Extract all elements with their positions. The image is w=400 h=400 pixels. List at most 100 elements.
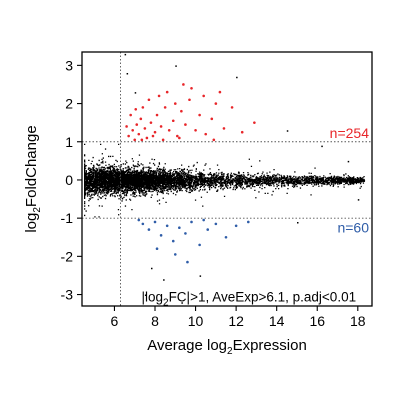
y-axis-title-pre: log <box>23 213 40 233</box>
up-point <box>253 121 256 124</box>
down-point <box>137 218 141 222</box>
down-point <box>224 235 228 239</box>
up-point <box>145 136 149 140</box>
up-point <box>171 119 175 123</box>
up-point <box>129 113 132 117</box>
up-point <box>157 94 161 98</box>
up-point <box>141 106 145 109</box>
threshold-annotation: |log2FC|>1, AveExp>6.1, p.adj<0.01 <box>141 289 356 308</box>
up-point <box>127 134 130 138</box>
down-point <box>198 243 201 247</box>
up-point <box>140 138 144 142</box>
annotation-part-1: |log <box>141 289 163 304</box>
x-axis-title-pre: Average log <box>147 337 227 354</box>
down-point <box>153 220 157 224</box>
up-point <box>182 83 185 86</box>
x-tick-label: 16 <box>309 313 325 329</box>
down-point <box>214 222 218 226</box>
up-point <box>167 129 171 132</box>
up-point <box>159 125 163 128</box>
up-point <box>163 106 167 109</box>
up-point <box>125 125 128 128</box>
x-tick-label: 14 <box>269 313 285 329</box>
down-point <box>190 220 193 224</box>
up-count-label: n=254 <box>330 125 370 141</box>
down-point <box>155 247 159 251</box>
down-point <box>202 218 205 222</box>
y-tick-label: 1 <box>65 134 73 150</box>
up-point <box>218 90 222 94</box>
reference-lines <box>82 52 372 306</box>
plot-frame <box>81 51 373 307</box>
up-point <box>135 123 139 126</box>
up-point <box>184 123 187 126</box>
down-point <box>159 234 163 237</box>
y-axis-title-sub: 2 <box>32 207 43 213</box>
up-point <box>176 134 179 138</box>
y-axis-title: log2FoldChange <box>23 125 43 232</box>
down-point <box>246 220 250 224</box>
down-point <box>234 224 238 228</box>
down-point <box>147 228 151 231</box>
up-point <box>190 86 193 90</box>
background-point-cloud <box>84 53 366 304</box>
down-point <box>178 226 181 229</box>
down-point <box>141 222 145 226</box>
y-axis-ticks: -3 -2 -1 0 1 2 3 <box>61 57 82 303</box>
x-tick-label: 12 <box>228 313 244 329</box>
up-point <box>133 138 137 142</box>
up-point <box>230 106 234 109</box>
down-point <box>184 232 187 235</box>
up-point <box>198 113 201 117</box>
up-point <box>161 138 165 142</box>
up-point <box>202 94 205 98</box>
up-point <box>149 121 153 124</box>
up-point <box>194 129 197 132</box>
up-point <box>240 130 244 134</box>
up-point <box>188 98 191 102</box>
up-point <box>153 130 157 134</box>
highlighted-points <box>125 83 256 264</box>
x-axis-title-sub: 2 <box>227 346 233 357</box>
y-tick-label: 0 <box>65 172 73 188</box>
up-point <box>131 129 134 132</box>
up-point <box>147 98 151 102</box>
background-points <box>84 53 366 304</box>
down-point <box>165 224 169 228</box>
y-tick-label: 2 <box>65 96 73 112</box>
up-point <box>143 127 147 130</box>
y-tick-label: -3 <box>61 287 74 303</box>
x-tick-label: 6 <box>111 313 119 329</box>
up-point <box>204 132 208 136</box>
up-point <box>180 109 183 113</box>
x-axis-title-post: Expression <box>233 337 307 354</box>
up-point <box>139 117 143 121</box>
up-point <box>151 134 155 138</box>
x-tick-label: 18 <box>350 313 366 329</box>
up-point <box>165 90 169 94</box>
down-count-label: n=60 <box>337 220 369 236</box>
y-tick-label: -2 <box>61 248 74 264</box>
x-axis-ticks: 6 8 10 12 14 16 18 <box>111 306 366 329</box>
y-tick-label: 3 <box>65 57 73 73</box>
x-axis-title: Average log2Expression <box>147 337 307 357</box>
down-point <box>173 253 177 256</box>
annotation-subscript: 2 <box>163 297 169 308</box>
y-tick-label: -1 <box>61 210 74 226</box>
up-point <box>178 136 181 140</box>
up-point <box>155 113 159 117</box>
up-point <box>134 107 138 111</box>
up-point <box>212 138 216 142</box>
up-point <box>173 102 177 105</box>
y-axis-title-post: FoldChange <box>23 125 40 207</box>
x-tick-label: 10 <box>188 313 204 329</box>
annotation-part-2: FC|>1, AveExp>6.1, p.adj<0.01 <box>169 289 357 304</box>
down-point <box>206 228 210 231</box>
up-point <box>210 117 214 121</box>
up-point <box>214 102 218 105</box>
up-point <box>137 132 141 136</box>
x-tick-label: 8 <box>151 313 159 329</box>
up-point <box>222 127 226 130</box>
down-point <box>186 260 189 264</box>
